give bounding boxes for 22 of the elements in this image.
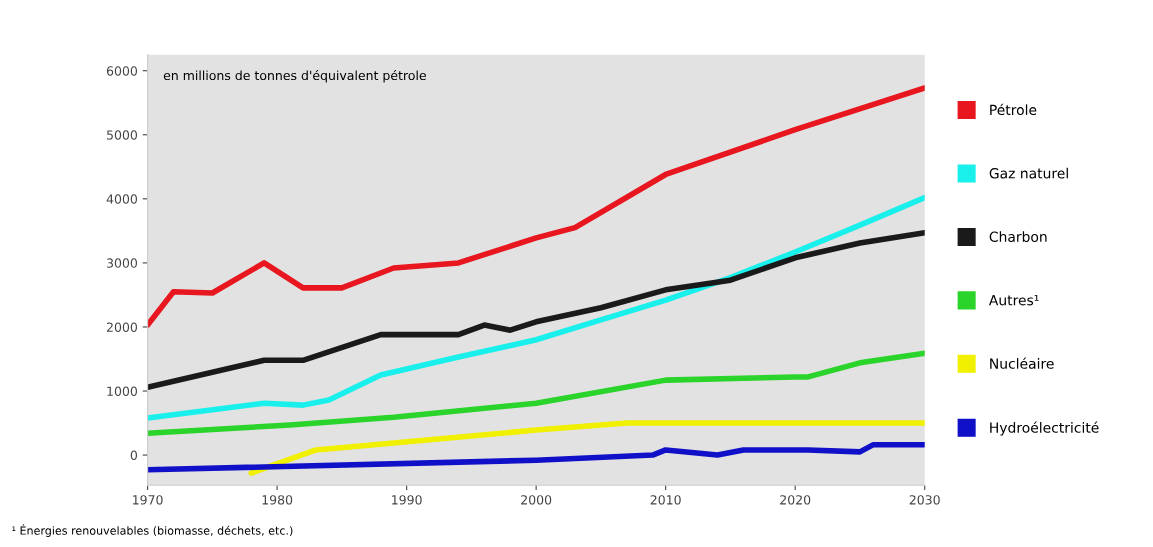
y-tick-label: 0	[130, 450, 138, 461]
x-tick-label: 2010	[650, 495, 681, 505]
y-tick-label: 1000	[107, 386, 138, 396]
y-axis-title: en millions de tonnes d'équivalent pétrole	[163, 69, 426, 83]
y-tick-label: 3000	[107, 258, 138, 268]
x-tick-label: 2000	[521, 495, 552, 505]
x-tick-label: 1980	[262, 495, 293, 505]
y-tick-label: 4000	[106, 194, 138, 204]
x-tick-label: 1970	[133, 495, 163, 505]
legend-label: Pétrole	[990, 103, 1037, 116]
x-tick-label: 1990	[392, 495, 422, 505]
legend-label: Charbon	[989, 231, 1047, 242]
legend-label: Hydroélectricité	[990, 421, 1099, 436]
y-tick-label: 2000	[106, 322, 138, 332]
legend-label: Autres¹	[988, 295, 1039, 306]
x-tick-label: 2030	[909, 495, 940, 505]
x-tick-label: 2020	[780, 495, 811, 505]
text: ¹ Énergies renouvelables (biomasse, déchets, etc.)	[12, 524, 293, 537]
legend-label: Gaz naturel	[989, 167, 1068, 179]
y-tick-label: 5000	[107, 130, 138, 140]
y-tick-label: 6000	[106, 66, 138, 76]
legend-label: Nucléaire	[990, 357, 1054, 369]
